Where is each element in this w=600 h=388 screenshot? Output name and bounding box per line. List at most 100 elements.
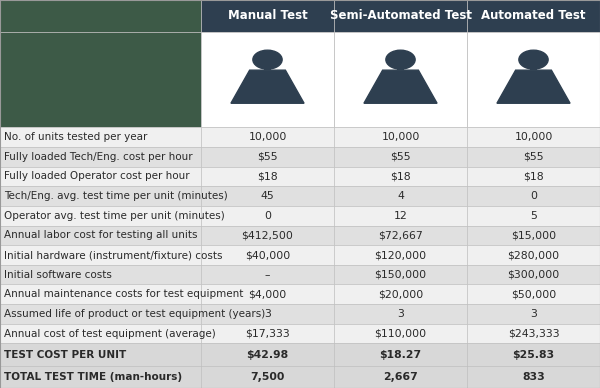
Text: 10,000: 10,000 bbox=[248, 132, 287, 142]
Bar bbox=[467, 366, 600, 388]
Text: 3: 3 bbox=[264, 309, 271, 319]
Polygon shape bbox=[231, 70, 304, 103]
Bar bbox=[201, 0, 334, 32]
Bar bbox=[334, 343, 467, 366]
Bar bbox=[0, 304, 201, 324]
Text: $55: $55 bbox=[257, 152, 278, 162]
Bar bbox=[467, 284, 600, 304]
Bar bbox=[467, 206, 600, 225]
Bar bbox=[334, 304, 467, 324]
Bar bbox=[467, 186, 600, 206]
Text: $120,000: $120,000 bbox=[374, 250, 427, 260]
Text: $150,000: $150,000 bbox=[374, 270, 427, 280]
Text: 0: 0 bbox=[264, 211, 271, 221]
Text: Automated Test: Automated Test bbox=[481, 9, 586, 23]
Text: $17,333: $17,333 bbox=[245, 329, 290, 339]
Bar bbox=[334, 245, 467, 265]
Text: $4,000: $4,000 bbox=[248, 289, 287, 299]
Bar bbox=[334, 265, 467, 284]
Text: 12: 12 bbox=[394, 211, 407, 221]
Bar bbox=[0, 245, 201, 265]
Bar bbox=[334, 284, 467, 304]
Text: $55: $55 bbox=[523, 152, 544, 162]
Bar bbox=[201, 245, 334, 265]
Text: Manual Test: Manual Test bbox=[227, 9, 307, 23]
Bar bbox=[201, 265, 334, 284]
Bar bbox=[397, 65, 404, 70]
Text: 5: 5 bbox=[530, 211, 537, 221]
Circle shape bbox=[519, 50, 548, 69]
Bar bbox=[334, 206, 467, 225]
Text: $25.83: $25.83 bbox=[512, 350, 554, 360]
Bar bbox=[201, 206, 334, 225]
Text: Annual maintenance costs for test equipment: Annual maintenance costs for test equipm… bbox=[4, 289, 244, 299]
Text: TEST COST PER UNIT: TEST COST PER UNIT bbox=[4, 350, 127, 360]
Bar bbox=[334, 127, 467, 147]
Bar bbox=[0, 324, 201, 343]
Bar bbox=[467, 147, 600, 167]
Text: –: – bbox=[265, 270, 270, 280]
Bar bbox=[201, 127, 334, 147]
Bar bbox=[334, 167, 467, 186]
Bar bbox=[201, 284, 334, 304]
Text: $42.98: $42.98 bbox=[247, 350, 289, 360]
Text: Initial software costs: Initial software costs bbox=[4, 270, 112, 280]
Text: $300,000: $300,000 bbox=[508, 270, 560, 280]
Bar bbox=[0, 225, 201, 245]
Text: 833: 833 bbox=[522, 372, 545, 382]
Text: 45: 45 bbox=[260, 191, 274, 201]
Circle shape bbox=[386, 50, 415, 69]
Bar bbox=[334, 324, 467, 343]
Text: TOTAL TEST TIME (man-hours): TOTAL TEST TIME (man-hours) bbox=[4, 372, 182, 382]
Bar bbox=[201, 225, 334, 245]
Bar bbox=[334, 147, 467, 167]
Text: Assumed life of product or test equipment (years): Assumed life of product or test equipmen… bbox=[4, 309, 265, 319]
Bar bbox=[467, 304, 600, 324]
Bar bbox=[334, 186, 467, 206]
Bar bbox=[530, 65, 537, 70]
Text: Semi-Automated Test: Semi-Automated Test bbox=[329, 9, 472, 23]
Bar bbox=[0, 127, 201, 147]
Text: 4: 4 bbox=[397, 191, 404, 201]
Text: $55: $55 bbox=[390, 152, 411, 162]
Bar bbox=[201, 32, 334, 127]
Bar bbox=[201, 366, 334, 388]
Text: 7,500: 7,500 bbox=[250, 372, 284, 382]
Bar bbox=[0, 366, 201, 388]
Bar bbox=[334, 0, 467, 32]
Bar bbox=[0, 167, 201, 186]
Bar bbox=[467, 324, 600, 343]
Text: Annual cost of test equipment (average): Annual cost of test equipment (average) bbox=[4, 329, 216, 339]
Text: $18: $18 bbox=[257, 171, 278, 182]
Polygon shape bbox=[497, 70, 570, 103]
Bar bbox=[0, 343, 201, 366]
Text: Operator avg. test time per unit (minutes): Operator avg. test time per unit (minute… bbox=[4, 211, 225, 221]
Bar bbox=[467, 0, 600, 32]
Bar bbox=[201, 343, 334, 366]
Text: Tech/Eng. avg. test time per unit (minutes): Tech/Eng. avg. test time per unit (minut… bbox=[4, 191, 228, 201]
Bar bbox=[201, 186, 334, 206]
Bar bbox=[0, 186, 201, 206]
Text: $412,500: $412,500 bbox=[242, 230, 293, 241]
Bar bbox=[264, 65, 271, 70]
Text: 10,000: 10,000 bbox=[514, 132, 553, 142]
Text: $110,000: $110,000 bbox=[374, 329, 427, 339]
Text: 0: 0 bbox=[530, 191, 537, 201]
Bar bbox=[334, 366, 467, 388]
Bar bbox=[201, 304, 334, 324]
Text: $18: $18 bbox=[523, 171, 544, 182]
Text: Initial hardware (instrument/fixture) costs: Initial hardware (instrument/fixture) co… bbox=[4, 250, 223, 260]
Bar bbox=[201, 147, 334, 167]
Text: No. of units tested per year: No. of units tested per year bbox=[4, 132, 148, 142]
Bar bbox=[334, 32, 467, 127]
Bar bbox=[467, 265, 600, 284]
Text: 3: 3 bbox=[397, 309, 404, 319]
Bar bbox=[0, 265, 201, 284]
Bar bbox=[334, 225, 467, 245]
Text: $72,667: $72,667 bbox=[378, 230, 423, 241]
Circle shape bbox=[253, 50, 282, 69]
Bar bbox=[467, 225, 600, 245]
Bar bbox=[467, 343, 600, 366]
Text: Fully loaded Operator cost per hour: Fully loaded Operator cost per hour bbox=[4, 171, 190, 182]
Bar bbox=[0, 206, 201, 225]
